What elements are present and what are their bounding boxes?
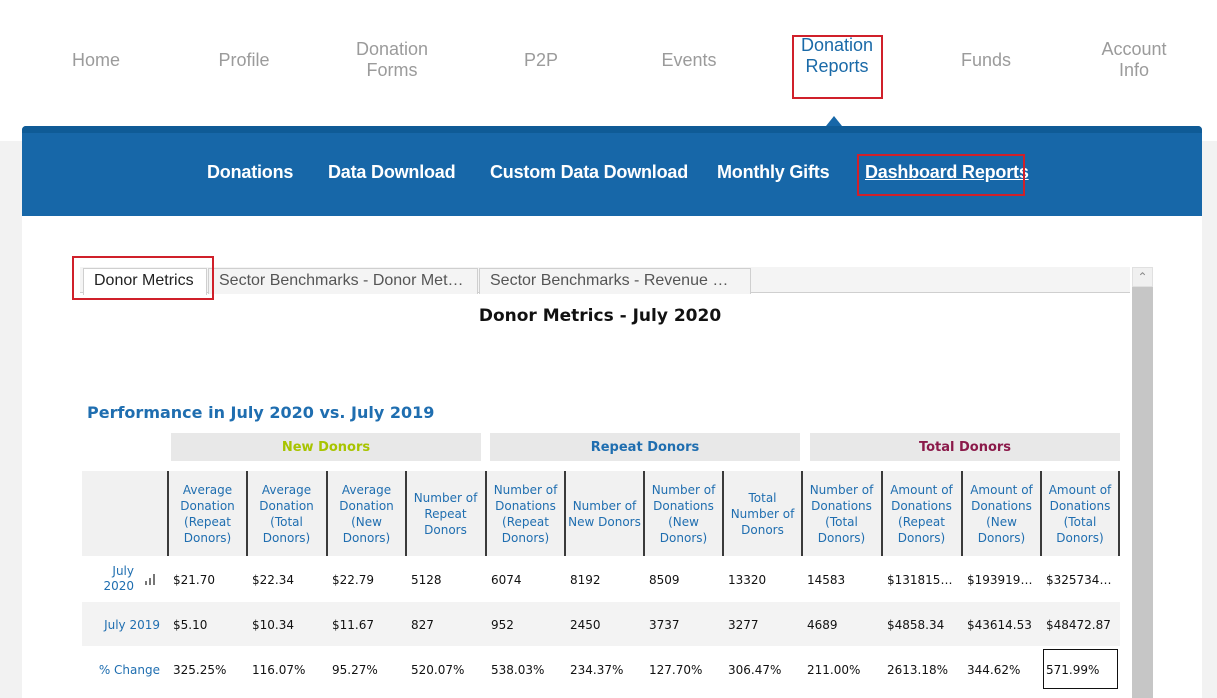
nav-donation-forms[interactable]: Donation Forms (336, 0, 448, 120)
table-cell[interactable]: $10.34 (252, 618, 294, 632)
table-cell[interactable]: 5128 (411, 573, 442, 587)
column-header-row (82, 471, 1120, 556)
table-cell[interactable]: $325734… (1046, 573, 1112, 587)
column-header[interactable]: Number of New Donors (564, 471, 643, 556)
column-header[interactable]: Number of Donations (Total Donors) (801, 471, 880, 556)
nav-home-label: Home (71, 49, 120, 70)
tab-sector-benchmarks-revenue[interactable]: Sector Benchmarks - Revenue … (479, 268, 751, 294)
nav-account-info[interactable]: Account Info (1084, 0, 1184, 120)
column-header[interactable]: Amount of Donations (Repeat Donors) (881, 471, 960, 556)
subnav-monthly-gifts[interactable]: Monthly Gifts (717, 162, 830, 182)
column-header[interactable]: Average Donation (Repeat Donors) (167, 471, 246, 556)
nav-events-label: Events (661, 49, 717, 70)
row-label-july-2019[interactable]: July 2019 (104, 618, 160, 632)
table-cell[interactable]: 6074 (491, 573, 522, 587)
tab-donor-metrics-label: Donor Metrics (94, 272, 194, 289)
column-header[interactable]: Number of Donations (Repeat Donors) (485, 471, 564, 556)
row-label-july-2020[interactable]: July 2020 (103, 564, 134, 593)
nav-p2p[interactable]: P2P (491, 0, 591, 120)
active-nav-caret (826, 116, 842, 126)
vertical-scrollbar[interactable] (1132, 287, 1153, 698)
table-cell[interactable]: $131815… (887, 573, 953, 587)
subnav-donations[interactable]: Donations (207, 162, 294, 182)
row-label-percent-change[interactable]: % Change (98, 663, 160, 677)
sub-nav: Donations Data Download Custom Data Down… (22, 126, 1202, 216)
chevron-up-icon: ⌃ (1137, 270, 1148, 284)
table-cell[interactable]: 306.47% (728, 663, 782, 677)
table-cell[interactable]: 211.00% (807, 663, 861, 677)
column-header[interactable]: Amount of Donations (Total Donors) (1040, 471, 1120, 556)
table-cell[interactable]: 8192 (570, 573, 601, 587)
top-nav: Home Profile Donation Forms P2P Events D… (0, 0, 1217, 126)
table-cell[interactable]: $48472.87 (1046, 618, 1111, 632)
table-cell[interactable]: 116.07% (252, 663, 306, 677)
column-header[interactable]: Amount of Donations (New Donors) (961, 471, 1040, 556)
subnav-dashboard-reports[interactable]: Dashboard Reports (865, 162, 1029, 182)
table-cell[interactable]: 95.27% (332, 663, 378, 677)
table-row-july-2019 (82, 602, 1120, 646)
subnav-custom-data-download[interactable]: Custom Data Download (490, 162, 689, 182)
nav-funds[interactable]: Funds (936, 0, 1036, 120)
tab-sector-benchmarks-donor-label: Sector Benchmarks - Donor Met… (219, 272, 464, 289)
column-header[interactable]: Average Donation (Total Donors) (246, 471, 325, 556)
nav-donation-reports[interactable]: Donation Reports (792, 0, 882, 116)
nav-events[interactable]: Events (639, 0, 739, 120)
table-row-july-2020 (82, 557, 1120, 601)
table-cell[interactable]: $22.34 (252, 573, 294, 587)
group-header-new-donors: New Donors (171, 433, 481, 461)
table-cell[interactable]: 571.99% (1046, 663, 1100, 677)
table-cell[interactable]: $193919… (967, 573, 1033, 587)
table-cell[interactable]: 2450 (570, 618, 601, 632)
table-cell[interactable]: $4858.34 (887, 618, 945, 632)
table-cell[interactable]: $43614.53 (967, 618, 1032, 632)
nav-funds-label: Funds (960, 49, 1012, 70)
table-cell[interactable]: 13320 (728, 573, 767, 587)
column-header[interactable]: Total Number of Donors (722, 471, 801, 556)
table-cell[interactable]: 2613.18% (887, 663, 949, 677)
table-cell[interactable]: 538.03% (491, 663, 545, 677)
bar-chart-icon[interactable] (144, 573, 158, 585)
tab-sector-benchmarks-donor[interactable]: Sector Benchmarks - Donor Met… (208, 268, 478, 294)
sub-nav-top-border (22, 126, 1202, 133)
nav-account-info-label: Account Info (1101, 39, 1167, 80)
table-cell[interactable]: 952 (491, 618, 514, 632)
subnav-data-download[interactable]: Data Download (328, 162, 456, 182)
nav-donation-forms-label: Donation Forms (355, 39, 429, 80)
column-header[interactable]: Number of Repeat Donors (405, 471, 484, 556)
table-cell[interactable]: 14583 (807, 573, 846, 587)
table-cell[interactable]: 4689 (807, 618, 838, 632)
table-cell[interactable]: 325.25% (173, 663, 227, 677)
table-cell[interactable]: $22.79 (332, 573, 374, 587)
table-cell[interactable]: 344.62% (967, 663, 1021, 677)
table-cell[interactable]: 8509 (649, 573, 680, 587)
table-cell[interactable]: 520.07% (411, 663, 465, 677)
performance-title: Performance in July 2020 vs. July 2019 (87, 403, 435, 422)
table-cell[interactable]: 234.37% (570, 663, 624, 677)
nav-p2p-label: P2P (523, 49, 559, 70)
tab-sector-benchmarks-revenue-label: Sector Benchmarks - Revenue … (490, 272, 729, 289)
table-cell[interactable]: $21.70 (173, 573, 215, 587)
scroll-up-button[interactable]: ⌃ (1132, 267, 1153, 287)
column-header[interactable]: Number of Donations (New Donors) (643, 471, 722, 556)
group-header-repeat-donors: Repeat Donors (490, 433, 800, 461)
nav-profile-label: Profile (218, 49, 270, 70)
selected-cell-outline (1043, 649, 1118, 689)
report-title: Donor Metrics - July 2020 (478, 306, 722, 326)
tab-donor-metrics[interactable]: Donor Metrics (83, 268, 207, 295)
column-header[interactable]: Average Donation (New Donors) (326, 471, 405, 556)
group-header-total-donors: Total Donors (810, 433, 1120, 461)
table-cell[interactable]: $11.67 (332, 618, 374, 632)
nav-profile[interactable]: Profile (194, 0, 294, 120)
nav-home[interactable]: Home (46, 0, 146, 120)
nav-donation-reports-label: Donation Reports (800, 35, 874, 76)
table-cell[interactable]: 127.70% (649, 663, 703, 677)
table-cell[interactable]: $5.10 (173, 618, 208, 632)
table-cell[interactable]: 827 (411, 618, 434, 632)
table-cell[interactable]: 3737 (649, 618, 680, 632)
table-cell[interactable]: 3277 (728, 618, 759, 632)
